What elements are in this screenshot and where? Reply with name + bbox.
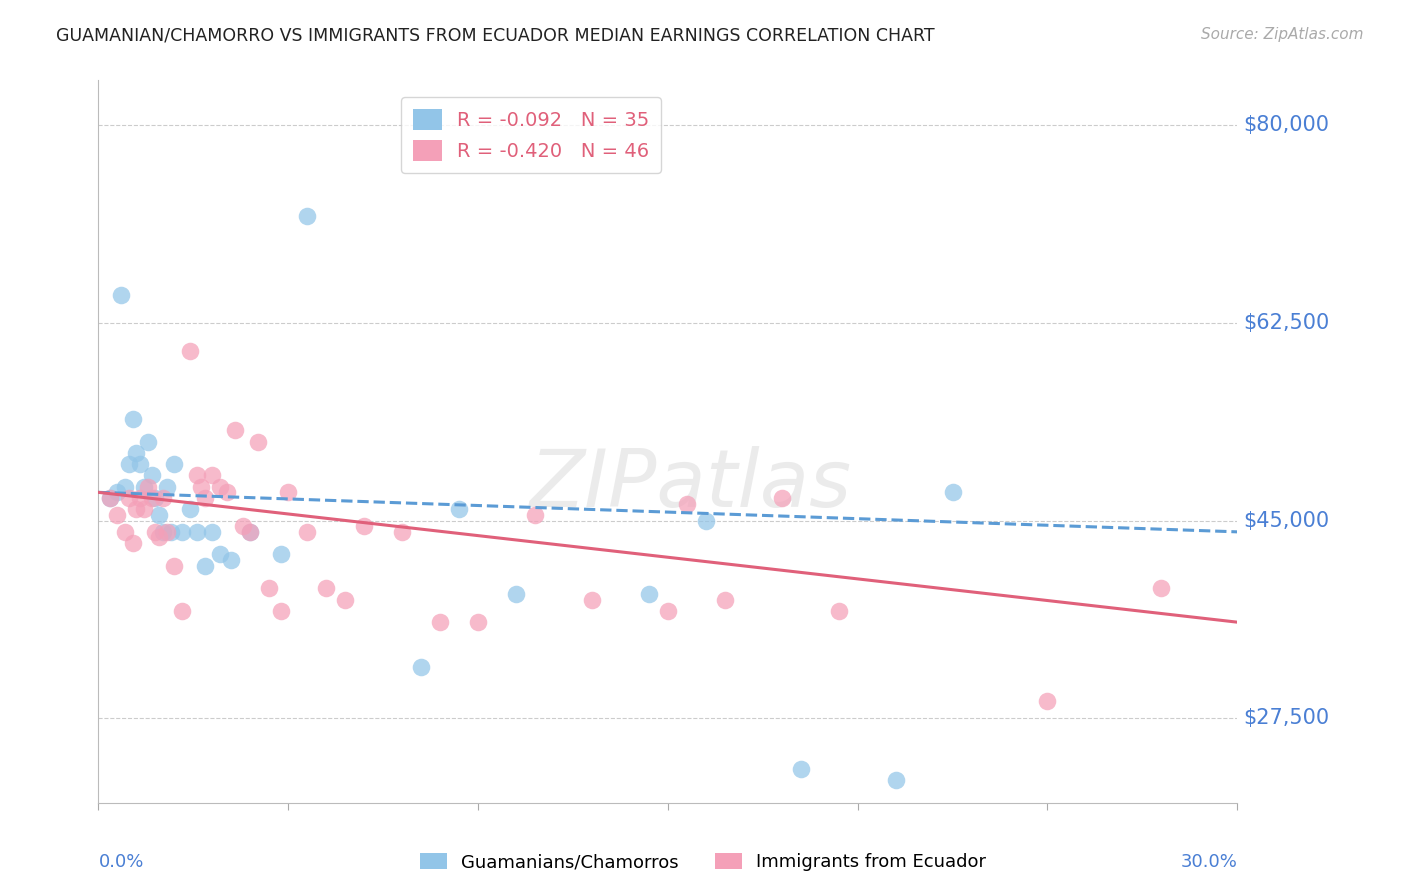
Point	[1150, 582, 1173, 596]
Point	[107, 485, 129, 500]
Point	[657, 604, 679, 618]
Point	[129, 457, 152, 471]
Point	[118, 457, 141, 471]
Point	[208, 548, 231, 562]
Point	[828, 604, 851, 618]
Text: $62,500: $62,500	[1243, 313, 1329, 333]
Point	[714, 592, 737, 607]
Point	[270, 548, 292, 562]
Point	[201, 524, 224, 539]
Point	[141, 468, 163, 483]
Point	[132, 480, 155, 494]
Point	[156, 480, 179, 494]
Point	[429, 615, 451, 630]
Point	[152, 491, 174, 505]
Point	[217, 485, 239, 500]
Point	[114, 524, 136, 539]
Point	[129, 491, 152, 505]
Point	[942, 485, 965, 500]
Point	[353, 519, 375, 533]
Point	[505, 587, 527, 601]
Point	[259, 582, 281, 596]
Point	[136, 434, 159, 449]
Text: $45,000: $45,000	[1243, 510, 1329, 531]
Point	[277, 485, 299, 500]
Point	[638, 587, 661, 601]
Point	[107, 508, 129, 522]
Point	[190, 480, 212, 494]
Point	[581, 592, 603, 607]
Text: 30.0%: 30.0%	[1181, 854, 1237, 871]
Point	[411, 660, 433, 674]
Point	[246, 434, 269, 449]
Point	[156, 524, 179, 539]
Point	[152, 524, 174, 539]
Point	[132, 502, 155, 516]
Point	[118, 491, 141, 505]
Point	[170, 524, 193, 539]
Point	[1036, 694, 1059, 708]
Point	[676, 497, 699, 511]
Point	[221, 553, 243, 567]
Text: 0.0%: 0.0%	[98, 854, 143, 871]
Point	[179, 344, 201, 359]
Legend: R = -0.092   N = 35, R = -0.420   N = 46: R = -0.092 N = 35, R = -0.420 N = 46	[401, 97, 661, 173]
Point	[770, 491, 793, 505]
Point	[170, 604, 193, 618]
Text: ZIPatlas: ZIPatlas	[530, 446, 852, 524]
Point	[695, 514, 717, 528]
Point	[884, 773, 907, 788]
Point	[335, 592, 357, 607]
Point	[145, 524, 167, 539]
Point	[136, 480, 159, 494]
Point	[163, 457, 186, 471]
Point	[125, 502, 148, 516]
Text: Source: ZipAtlas.com: Source: ZipAtlas.com	[1201, 27, 1364, 42]
Point	[121, 536, 143, 550]
Point	[110, 287, 132, 301]
Point	[391, 524, 413, 539]
Point	[114, 480, 136, 494]
Point	[232, 519, 254, 533]
Text: GUAMANIAN/CHAMORRO VS IMMIGRANTS FROM ECUADOR MEDIAN EARNINGS CORRELATION CHART: GUAMANIAN/CHAMORRO VS IMMIGRANTS FROM EC…	[56, 27, 935, 45]
Point	[141, 491, 163, 505]
Point	[297, 209, 319, 223]
Text: $27,500: $27,500	[1243, 708, 1329, 728]
Point	[163, 558, 186, 573]
Point	[239, 524, 262, 539]
Point	[98, 491, 121, 505]
Point	[148, 531, 170, 545]
Point	[159, 524, 181, 539]
Point	[125, 446, 148, 460]
Point	[194, 558, 217, 573]
Legend: Guamanians/Chamorros, Immigrants from Ecuador: Guamanians/Chamorros, Immigrants from Ec…	[412, 846, 994, 879]
Point	[208, 480, 231, 494]
Point	[186, 468, 208, 483]
Point	[239, 524, 262, 539]
Point	[179, 502, 201, 516]
Point	[297, 524, 319, 539]
Point	[201, 468, 224, 483]
Point	[467, 615, 489, 630]
Point	[790, 762, 813, 776]
Point	[315, 582, 337, 596]
Point	[524, 508, 547, 522]
Point	[148, 508, 170, 522]
Point	[121, 412, 143, 426]
Point	[224, 423, 246, 437]
Point	[98, 491, 121, 505]
Text: $80,000: $80,000	[1243, 115, 1329, 136]
Point	[194, 491, 217, 505]
Point	[449, 502, 471, 516]
Point	[145, 491, 167, 505]
Point	[186, 524, 208, 539]
Point	[270, 604, 292, 618]
